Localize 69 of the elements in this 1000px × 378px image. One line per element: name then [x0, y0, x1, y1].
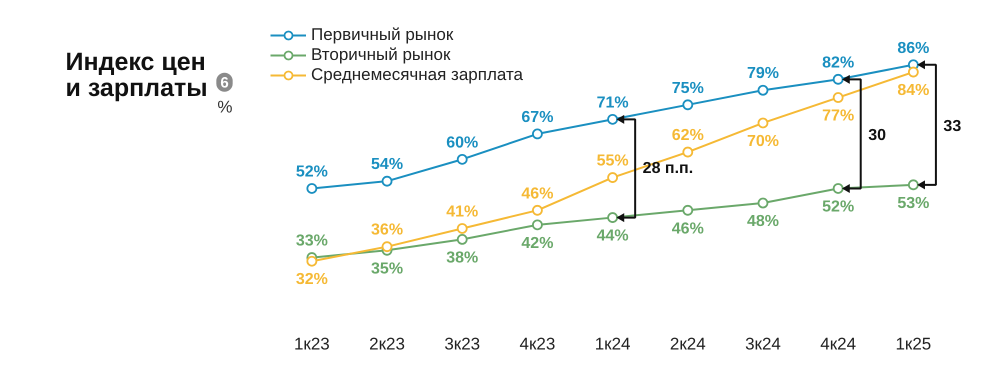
point	[532, 204, 543, 216]
point	[306, 256, 318, 267]
point	[682, 99, 694, 110]
data-label: 41%	[446, 203, 478, 220]
x-tick-label: 1к25	[895, 334, 932, 354]
data-label: 46%	[672, 220, 704, 238]
legend-label: Вторичный рынок	[311, 45, 450, 65]
annotation: 28 п.п.	[642, 160, 694, 177]
chart-title: Индекс цен и зарплаты	[66, 48, 208, 102]
text: 6	[220, 74, 229, 92]
data-label: 44%	[596, 228, 629, 245]
point	[607, 172, 618, 183]
data-label: 48%	[746, 213, 779, 230]
point	[382, 176, 392, 187]
point	[758, 84, 768, 96]
x-tick-label: 2к23	[369, 334, 405, 354]
point	[832, 74, 844, 85]
data-label: 54%	[371, 156, 404, 174]
data-label: 46%	[521, 185, 554, 202]
x-tick-label: 3к24	[745, 334, 781, 354]
data-label: 42%	[521, 234, 554, 252]
data-label: 75%	[672, 80, 704, 97]
point	[682, 204, 694, 216]
annotation: 33	[943, 118, 962, 135]
data-label: 77%	[822, 108, 854, 125]
x-tick-label: 3к23	[444, 334, 480, 354]
data-label: 52%	[296, 163, 328, 180]
data-label: 84%	[897, 82, 930, 100]
point	[607, 114, 618, 125]
point	[532, 219, 543, 230]
point	[456, 223, 468, 234]
point	[758, 198, 768, 208]
point	[306, 183, 318, 194]
point	[908, 179, 919, 190]
data-label: 38%	[446, 249, 478, 266]
x-tick-label: 4к24	[820, 334, 856, 354]
point	[456, 234, 468, 245]
data-label: 36%	[371, 222, 404, 239]
x-tick-label: 2к24	[670, 334, 706, 354]
data-label: 53%	[897, 194, 930, 212]
point	[532, 128, 543, 140]
annotation: 30	[868, 126, 886, 144]
data-label: 67%	[521, 108, 554, 126]
point	[456, 154, 468, 165]
data-label: 55%	[596, 152, 629, 170]
data-label: 79%	[746, 65, 779, 82]
data-label: 52%	[822, 198, 854, 216]
x-tick-label: 1к23	[294, 334, 330, 354]
y-axis-title: %	[217, 97, 233, 116]
data-label: 60%	[446, 134, 478, 152]
point	[832, 183, 844, 194]
data-label: 35%	[371, 260, 404, 278]
x-tick-label: 1к24	[594, 334, 631, 354]
point	[832, 92, 844, 103]
point	[607, 212, 618, 223]
x-tick-label: 4к23	[520, 334, 556, 354]
point	[908, 66, 919, 78]
data-label: 62%	[672, 127, 704, 144]
legend-label: Первичный рынок	[311, 25, 454, 45]
data-label: 33%	[296, 232, 328, 250]
point	[382, 241, 392, 252]
data-label: 70%	[746, 132, 779, 150]
data-label: 71%	[596, 94, 629, 112]
legend-label: Среднемесячная зарплата	[311, 65, 524, 85]
data-label: 32%	[296, 271, 328, 288]
data-label: 82%	[822, 54, 854, 72]
point	[758, 118, 768, 128]
point	[682, 146, 694, 158]
data-label: 86%	[897, 40, 930, 57]
